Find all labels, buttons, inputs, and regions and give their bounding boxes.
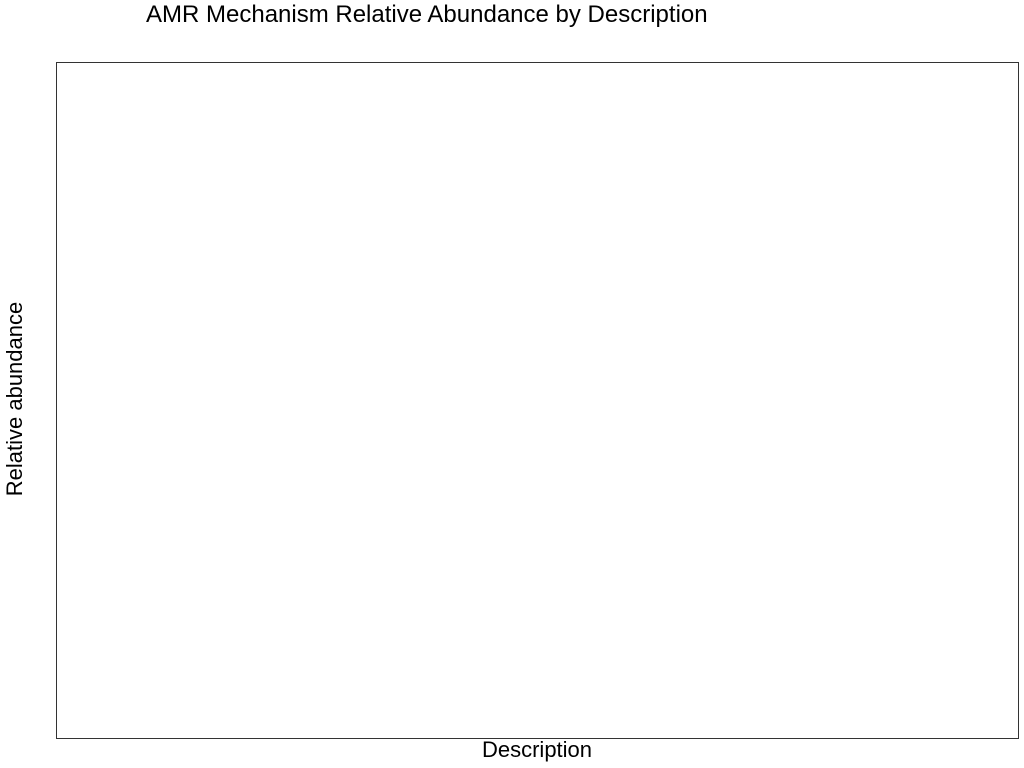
plot-area (57, 63, 1018, 738)
chart-title: AMR Mechanism Relative Abundance by Desc… (146, 1, 708, 28)
y-axis-label: Relative abundance (2, 301, 27, 497)
x-axis-label: Description (481, 737, 593, 762)
plot-panel (56, 62, 1019, 739)
